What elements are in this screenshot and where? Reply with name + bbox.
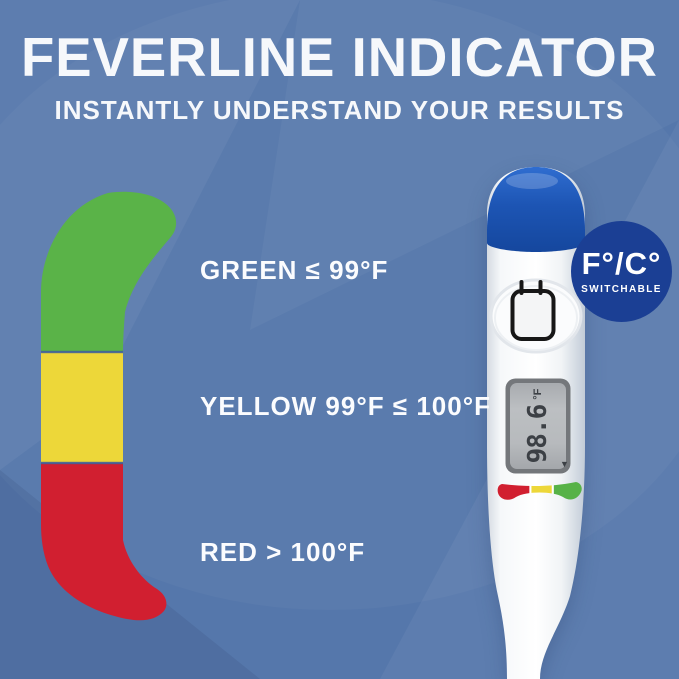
- fc-switchable-badge: F°/C° SWITCHABLE: [571, 221, 672, 322]
- lcd-reading: 98.6 °F: [509, 382, 567, 470]
- legend-label-green: GREEN ≤ 99°F: [200, 255, 389, 285]
- lcd-temperature-value: 98.6: [523, 404, 553, 464]
- legend-label-yellow: YELLOW 99°F ≤ 100°F: [200, 391, 492, 421]
- power-button-recess-inner: [494, 285, 578, 351]
- lcd-arrow-icon: ▼: [560, 459, 569, 469]
- power-button: [510, 289, 556, 341]
- thermometer-cap: [487, 167, 585, 252]
- page-title: FEVERLINE INDICATOR: [21, 26, 658, 88]
- cap-highlight: [506, 173, 558, 189]
- red-bar-segment: [41, 463, 177, 621]
- lcd-unit-label: °F: [532, 388, 544, 400]
- lcd-screen: [510, 383, 566, 469]
- fc-badge-subtitle: SWITCHABLE: [581, 284, 662, 295]
- feverline-color-bar: [41, 191, 177, 621]
- header: FEVERLINE INDICATOR INSTANTLY UNDERSTAND…: [0, 30, 679, 126]
- yellow-bar-segment: [41, 352, 177, 463]
- power-button-prongs: [519, 280, 543, 295]
- legend-label-red: RED > 100°F: [200, 537, 366, 567]
- thermometer: [487, 167, 585, 679]
- device-fever-band: [497, 482, 582, 500]
- fc-badge-title: F°/C°: [581, 246, 662, 281]
- page-subtitle: INSTANTLY UNDERSTAND YOUR RESULTS: [54, 95, 625, 125]
- green-bar-segment: [41, 191, 177, 352]
